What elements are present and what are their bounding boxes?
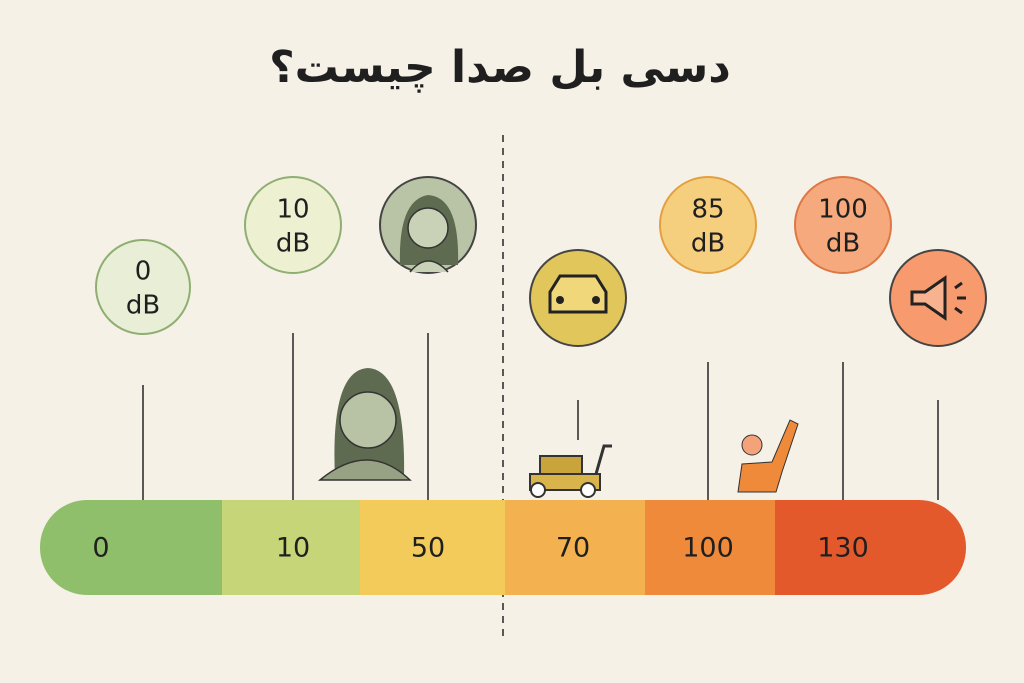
bubble bbox=[794, 176, 892, 274]
bubble-unit: dB bbox=[691, 229, 725, 259]
whisper-icon bbox=[379, 176, 477, 274]
title: دسی بل صدا چیست؟ bbox=[269, 42, 731, 93]
bubble bbox=[244, 176, 342, 274]
scale-label: 100 bbox=[682, 533, 734, 564]
segment bbox=[775, 500, 966, 595]
segment bbox=[222, 500, 361, 595]
segment bbox=[505, 500, 646, 595]
bubble bbox=[659, 176, 757, 274]
scale-bar bbox=[40, 500, 966, 595]
megaphone-icon bbox=[889, 249, 987, 347]
scale-label: 10 bbox=[276, 533, 310, 564]
lawnmower bbox=[529, 444, 612, 498]
bubble-value: 85 bbox=[691, 195, 724, 225]
bubble-unit: dB bbox=[276, 229, 310, 259]
bubble-unit: dB bbox=[126, 291, 160, 321]
bubble-value: 100 bbox=[818, 195, 868, 225]
bubble-unit: dB bbox=[826, 229, 860, 259]
person-phone bbox=[317, 368, 412, 481]
scale-label: 50 bbox=[411, 533, 445, 564]
scale-label: 0 bbox=[92, 533, 109, 564]
car-icon bbox=[529, 249, 627, 347]
cheering-person bbox=[737, 419, 799, 493]
bubble bbox=[95, 239, 191, 335]
bubble-value: 10 bbox=[276, 195, 309, 225]
scale-label: 130 bbox=[817, 533, 869, 564]
bubble-value: 0 bbox=[135, 257, 152, 287]
ticks bbox=[142, 333, 939, 500]
segment bbox=[645, 500, 776, 595]
segment bbox=[40, 500, 223, 595]
scale-label: 70 bbox=[556, 533, 590, 564]
segment bbox=[360, 500, 506, 595]
